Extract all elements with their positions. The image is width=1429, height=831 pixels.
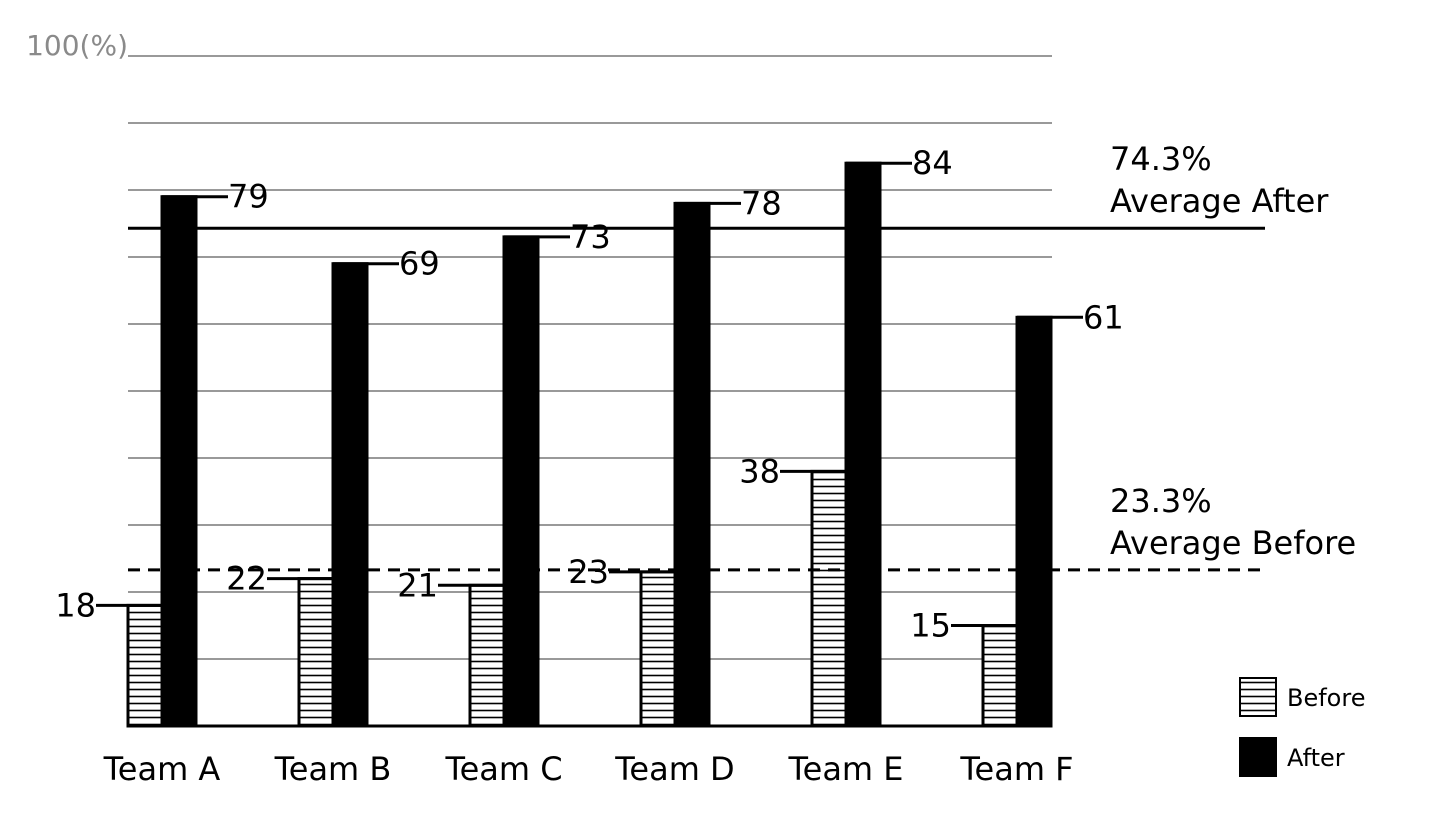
bar-before [468,583,506,728]
data-label-after: 84 [912,144,953,182]
data-label-before: 22 [226,560,267,598]
reference-lines [128,226,1265,572]
reference-text-label: Average After [1110,182,1329,220]
legend-label: After [1287,744,1345,772]
bar-before [639,570,677,728]
bars [126,161,1053,728]
legend: Before After [1239,677,1365,777]
legend-label: Before [1287,684,1365,712]
y-axis-tick-label: 100(%) [26,29,128,62]
data-label-before: 18 [55,586,96,624]
bar-before [810,469,848,728]
category-label: Team B [274,750,392,788]
bar-before [297,577,335,728]
reference-value-label: 23.3% [1110,482,1212,520]
bar-before [126,603,164,728]
data-label-after: 73 [570,218,611,256]
data-label-after: 79 [228,178,269,216]
legend-swatch-after [1239,737,1277,777]
data-label-before: 21 [397,566,438,604]
gridlines [128,55,1052,728]
category-label: Team A [103,750,221,788]
bar-after [331,262,369,728]
legend-swatch-before [1239,677,1277,717]
bar-after [160,195,198,728]
data-label-after: 69 [399,245,440,283]
category-label: Team E [788,750,904,788]
data-label-before: 23 [568,553,609,591]
data-label-after: 61 [1083,298,1124,336]
data-label-before: 15 [910,607,951,645]
bar-after [1015,315,1053,728]
data-label-after: 78 [741,184,782,222]
labels: 100(%) 18 79 Team A 22 69 Team B 21 73 Team C 23 78… [26,29,1356,788]
reference-value-label: 74.3% [1110,140,1212,178]
bar-after [844,161,882,728]
category-label: Team F [959,750,1073,788]
reference-text-label: Average Before [1110,524,1356,562]
category-label: Team D [614,750,734,788]
bar-after [673,201,711,728]
bar-before [981,624,1019,728]
bar-after [502,235,540,728]
data-label-before: 38 [739,452,780,490]
category-label: Team C [444,750,562,788]
